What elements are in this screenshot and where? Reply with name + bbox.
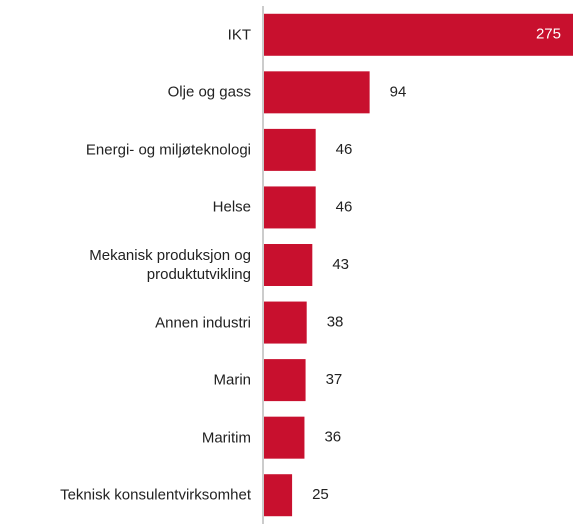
value-label: 275 bbox=[536, 26, 561, 43]
category-label: Energi- og miljøteknologi bbox=[85, 141, 251, 159]
category-label: Olje og gass bbox=[167, 83, 251, 101]
category-label: Marin bbox=[213, 371, 251, 389]
bar bbox=[264, 186, 316, 229]
category-label: Annen industri bbox=[155, 314, 251, 332]
value-label: 38 bbox=[327, 314, 344, 331]
category-label: Helse bbox=[212, 198, 251, 216]
bar bbox=[264, 474, 293, 517]
bar bbox=[264, 359, 306, 402]
value-label: 46 bbox=[336, 198, 353, 215]
value-label: 46 bbox=[336, 141, 353, 158]
value-label: 36 bbox=[324, 429, 341, 446]
category-label: IKT bbox=[227, 26, 251, 44]
category-label: Teknisk konsulentvirksomhet bbox=[60, 486, 251, 504]
bar bbox=[264, 128, 316, 171]
bar bbox=[264, 13, 573, 56]
bar bbox=[264, 301, 307, 344]
category-label: Maritim bbox=[201, 429, 251, 447]
category-label: Mekanisk produksjon og produktutvikling bbox=[89, 247, 251, 283]
value-label: 94 bbox=[390, 83, 407, 100]
bar bbox=[264, 244, 313, 286]
value-label: 25 bbox=[312, 486, 329, 503]
value-label: 43 bbox=[332, 256, 349, 273]
bar bbox=[264, 71, 370, 114]
bar bbox=[264, 416, 305, 459]
value-label: 37 bbox=[326, 371, 343, 388]
